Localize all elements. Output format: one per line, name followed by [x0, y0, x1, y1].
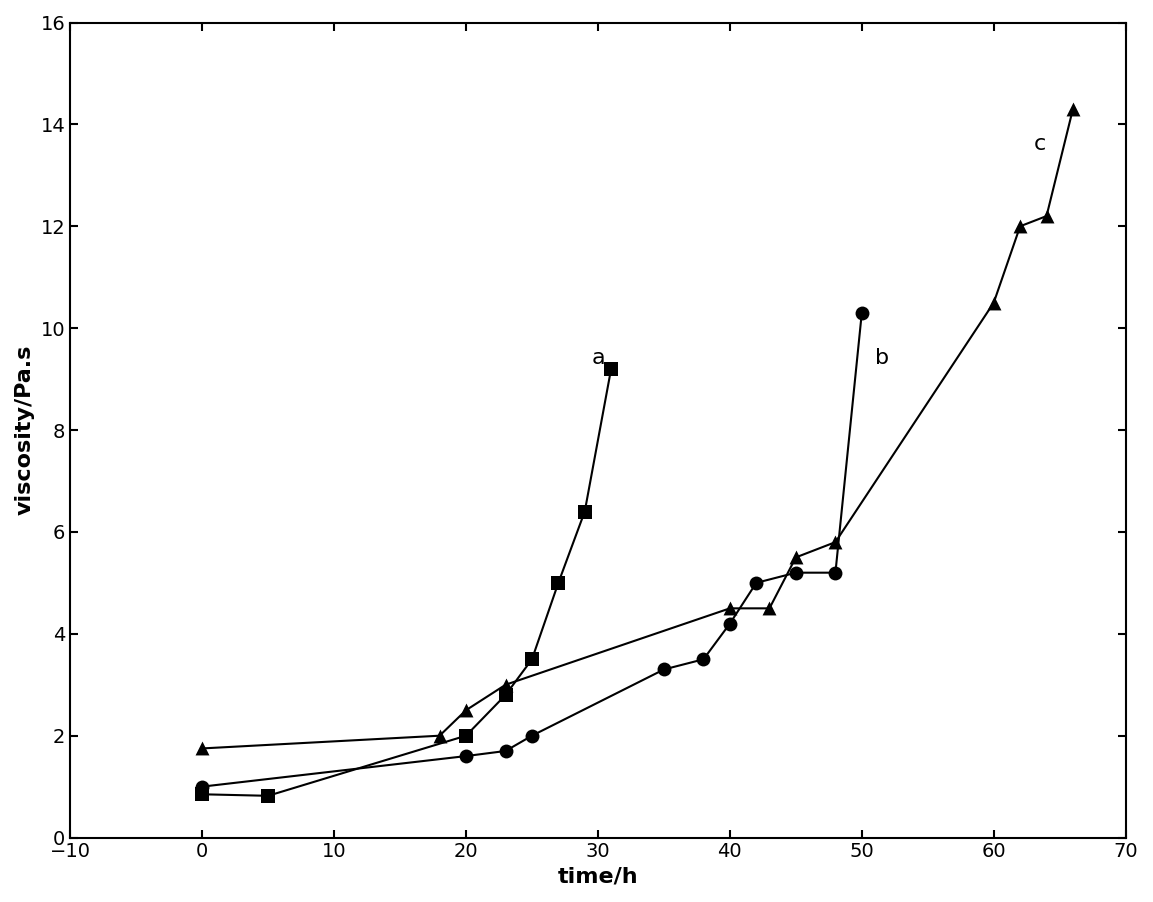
Point: [193, 741, 211, 756]
Point: [496, 687, 514, 702]
Point: [827, 566, 845, 580]
Point: [852, 306, 871, 320]
Point: [193, 787, 211, 802]
Point: [747, 575, 766, 590]
Point: [721, 601, 739, 615]
Point: [602, 362, 620, 376]
Text: a: a: [591, 348, 605, 368]
Point: [457, 703, 475, 717]
Point: [430, 729, 449, 743]
Point: [786, 550, 805, 565]
Point: [575, 504, 594, 519]
Point: [655, 662, 673, 676]
Point: [786, 566, 805, 580]
Point: [457, 749, 475, 763]
Text: c: c: [1033, 133, 1046, 154]
Point: [522, 729, 541, 743]
Point: [496, 677, 514, 692]
X-axis label: time/h: time/h: [558, 867, 639, 887]
Point: [457, 729, 475, 743]
Point: [259, 788, 278, 803]
Point: [721, 616, 739, 630]
Point: [1064, 102, 1083, 116]
Text: b: b: [875, 348, 889, 368]
Point: [549, 575, 567, 590]
Point: [827, 535, 845, 549]
Point: [694, 652, 713, 667]
Point: [496, 744, 514, 759]
Point: [522, 652, 541, 667]
Point: [1038, 209, 1056, 224]
Point: [1011, 219, 1030, 234]
Point: [985, 296, 1003, 310]
Point: [193, 779, 211, 794]
Point: [760, 601, 778, 615]
Y-axis label: viscosity/Pa.s: viscosity/Pa.s: [15, 345, 35, 515]
